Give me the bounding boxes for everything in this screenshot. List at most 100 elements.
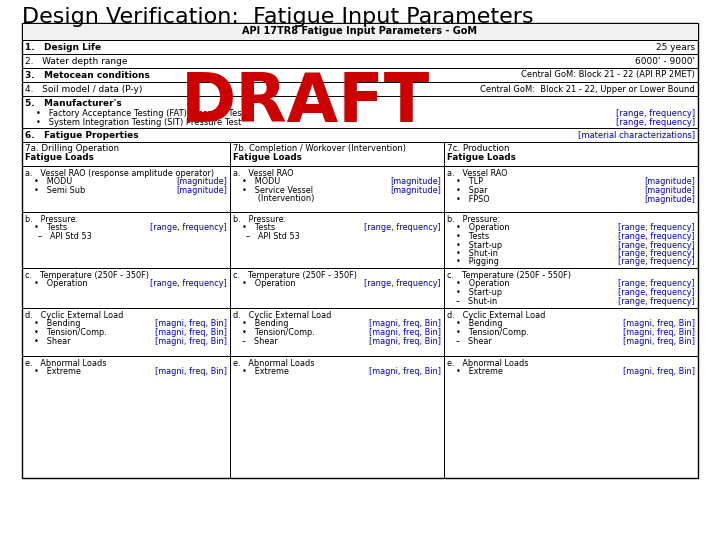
Text: [magni, freq, Bin]: [magni, freq, Bin] — [623, 368, 695, 376]
Text: –   API Std 53: – API Std 53 — [38, 232, 91, 241]
Text: [range, frequency]: [range, frequency] — [618, 288, 695, 297]
Text: d.   Cyclic External Load: d. Cyclic External Load — [233, 311, 331, 320]
Text: •   FPSO: • FPSO — [456, 194, 490, 204]
Text: •   Start-up: • Start-up — [456, 288, 502, 297]
Text: [magnitude]: [magnitude] — [176, 178, 227, 186]
Text: e.   Abnormal Loads: e. Abnormal Loads — [233, 359, 315, 368]
Text: [magni, freq, Bin]: [magni, freq, Bin] — [155, 328, 227, 337]
Text: •   Tests: • Tests — [456, 232, 489, 241]
Text: [magni, freq, Bin]: [magni, freq, Bin] — [155, 336, 227, 346]
Text: a.   Vessel RAO: a. Vessel RAO — [233, 169, 294, 178]
Text: –   API Std 53: – API Std 53 — [246, 232, 300, 241]
Text: •   Operation: • Operation — [242, 280, 296, 288]
Text: •   Operation: • Operation — [456, 224, 510, 233]
Text: •   Extreme: • Extreme — [242, 368, 289, 376]
Text: [range, frequency]: [range, frequency] — [618, 296, 695, 306]
Text: e.   Abnormal Loads: e. Abnormal Loads — [447, 359, 528, 368]
Text: a.   Vessel RAO: a. Vessel RAO — [447, 169, 508, 178]
Text: •   Operation: • Operation — [456, 280, 510, 288]
Text: 7b. Completion / Workover (Intervention): 7b. Completion / Workover (Intervention) — [233, 144, 406, 153]
Text: e.   Abnormal Loads: e. Abnormal Loads — [25, 359, 107, 368]
Text: 6000' - 9000': 6000' - 9000' — [635, 57, 695, 65]
Text: c.   Temperature (250F - 550F): c. Temperature (250F - 550F) — [447, 271, 571, 280]
Text: [magnitude]: [magnitude] — [390, 186, 441, 195]
Text: [magni, freq, Bin]: [magni, freq, Bin] — [369, 320, 441, 328]
Text: Central GoM: Block 21 - 22 (API RP 2MET): Central GoM: Block 21 - 22 (API RP 2MET) — [521, 71, 695, 79]
Text: [range, frequency]: [range, frequency] — [618, 232, 695, 241]
Text: DRAFT: DRAFT — [181, 70, 431, 136]
Text: 25 years: 25 years — [656, 43, 695, 51]
Text: 1.   Design Life: 1. Design Life — [25, 43, 101, 51]
Text: c.   Temperature (250F - 350F): c. Temperature (250F - 350F) — [25, 271, 149, 280]
Text: •   Shear: • Shear — [34, 336, 71, 346]
Text: b.   Pressure:: b. Pressure: — [447, 215, 500, 224]
Text: [range, frequency]: [range, frequency] — [364, 280, 441, 288]
Text: [range, frequency]: [range, frequency] — [618, 280, 695, 288]
Text: [range, frequency]: [range, frequency] — [618, 258, 695, 267]
Text: [magni, freq, Bin]: [magni, freq, Bin] — [623, 336, 695, 346]
Text: [magni, freq, Bin]: [magni, freq, Bin] — [369, 368, 441, 376]
Text: [magni, freq, Bin]: [magni, freq, Bin] — [623, 328, 695, 337]
Text: [magnitude]: [magnitude] — [390, 178, 441, 186]
Text: 4.   Soil model / data (P-y): 4. Soil model / data (P-y) — [25, 84, 143, 93]
Text: [magni, freq, Bin]: [magni, freq, Bin] — [155, 320, 227, 328]
Text: •   Tension/Comp.: • Tension/Comp. — [242, 328, 315, 337]
Text: •   Semi Sub: • Semi Sub — [34, 186, 85, 195]
Text: [range, frequency]: [range, frequency] — [150, 224, 227, 233]
Text: •   Shut-in: • Shut-in — [456, 249, 498, 258]
Text: •   TLP: • TLP — [456, 178, 483, 186]
Text: [magnitude]: [magnitude] — [644, 186, 695, 195]
Text: •   Tension/Comp.: • Tension/Comp. — [456, 328, 528, 337]
Text: –   Shear: – Shear — [242, 336, 278, 346]
Text: 6.   Fatigue Properties: 6. Fatigue Properties — [25, 131, 139, 139]
Text: [magni, freq, Bin]: [magni, freq, Bin] — [369, 328, 441, 337]
Text: •   Operation: • Operation — [34, 280, 88, 288]
Text: Fatigue Loads: Fatigue Loads — [233, 153, 302, 162]
Text: 2.   Water depth range: 2. Water depth range — [25, 57, 127, 65]
Bar — [22, 23, 698, 40]
Text: 7c. Production: 7c. Production — [447, 144, 510, 153]
Text: Design Verification:  Fatigue Input Parameters: Design Verification: Fatigue Input Param… — [22, 7, 534, 27]
Text: b.   Pressure:: b. Pressure: — [25, 215, 78, 224]
Text: [range, frequency]: [range, frequency] — [618, 249, 695, 258]
Text: [magni, freq, Bin]: [magni, freq, Bin] — [155, 368, 227, 376]
Text: •   MODU: • MODU — [34, 178, 72, 186]
Bar — [22, 23, 698, 478]
Text: [magni, freq, Bin]: [magni, freq, Bin] — [369, 336, 441, 346]
Text: [range, frequency]: [range, frequency] — [618, 240, 695, 249]
Text: [range, frequency]: [range, frequency] — [150, 280, 227, 288]
Text: –   Shear: – Shear — [456, 336, 492, 346]
Text: •   Factory Acceptance Testing (FAT) Pressure Test: • Factory Acceptance Testing (FAT) Press… — [36, 109, 245, 118]
Text: (Intervention): (Intervention) — [242, 194, 315, 204]
Text: [range, frequency]: [range, frequency] — [618, 224, 695, 233]
Text: 7a. Drilling Operation: 7a. Drilling Operation — [25, 144, 119, 153]
Text: [magnitude]: [magnitude] — [644, 178, 695, 186]
Text: •   Service Vessel: • Service Vessel — [242, 186, 313, 195]
Text: Fatigue Loads: Fatigue Loads — [25, 153, 94, 162]
Text: [range, frequency]: [range, frequency] — [364, 224, 441, 233]
Text: API 17TR8 Fatigue Input Parameters - GoM: API 17TR8 Fatigue Input Parameters - GoM — [243, 26, 477, 37]
Text: b.   Pressure:: b. Pressure: — [233, 215, 287, 224]
Text: •   System Integration Testing (SIT) Pressure Test: • System Integration Testing (SIT) Press… — [36, 118, 241, 127]
Text: [magnitude]: [magnitude] — [644, 194, 695, 204]
Text: [range, frequency]: [range, frequency] — [616, 109, 695, 118]
Text: •   Bending: • Bending — [34, 320, 81, 328]
Text: •   Tests: • Tests — [242, 224, 275, 233]
Text: •   Tests: • Tests — [34, 224, 67, 233]
Text: 3.   Metocean conditions: 3. Metocean conditions — [25, 71, 150, 79]
Text: •   Bending: • Bending — [456, 320, 503, 328]
Text: [material characterizations]: [material characterizations] — [578, 131, 695, 139]
Text: [magni, freq, Bin]: [magni, freq, Bin] — [623, 320, 695, 328]
Text: [magnitude]: [magnitude] — [176, 186, 227, 195]
Text: a.   Vessel RAO (response amplitude operator): a. Vessel RAO (response amplitude operat… — [25, 169, 214, 178]
Text: •   Extreme: • Extreme — [456, 368, 503, 376]
Text: Central GoM:  Block 21 - 22, Upper or Lower Bound: Central GoM: Block 21 - 22, Upper or Low… — [480, 84, 695, 93]
Text: d.   Cyclic External Load: d. Cyclic External Load — [447, 311, 545, 320]
Text: •   Pigging: • Pigging — [456, 258, 499, 267]
Text: •   Start-up: • Start-up — [456, 240, 502, 249]
Text: Fatigue Loads: Fatigue Loads — [447, 153, 516, 162]
Text: •   Tension/Comp.: • Tension/Comp. — [34, 328, 107, 337]
Text: –   Shut-in: – Shut-in — [456, 296, 498, 306]
Text: •   Bending: • Bending — [242, 320, 289, 328]
Text: •   MODU: • MODU — [242, 178, 280, 186]
